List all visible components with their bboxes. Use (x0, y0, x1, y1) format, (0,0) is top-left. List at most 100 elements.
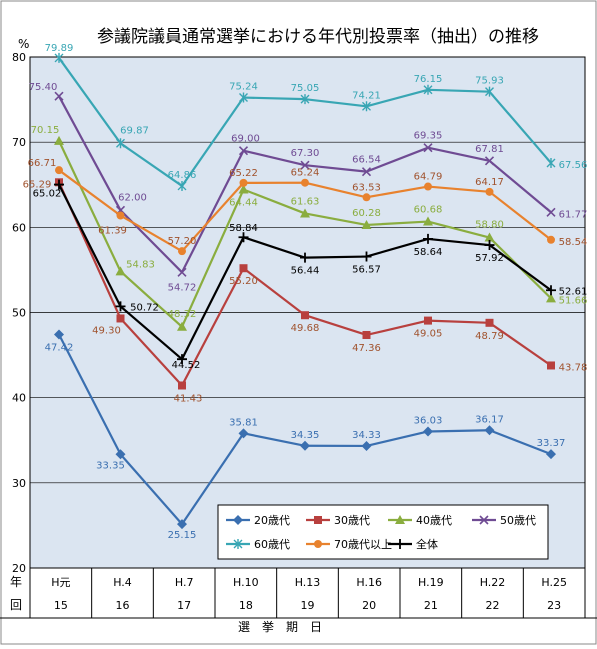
data-label: 49.68 (291, 323, 320, 334)
data-label: 70.15 (31, 125, 60, 136)
data-label: 75.05 (291, 83, 320, 94)
data-label: 65.24 (291, 168, 320, 179)
x-round-label: 20 (362, 599, 376, 612)
data-label: 57.20 (168, 236, 197, 247)
legend: 20歳代 30歳代 40歳代 50歳代 60歳代 70歳代以上 全体 (217, 504, 549, 560)
data-label: 34.33 (352, 430, 381, 441)
data-label: 56.44 (291, 266, 320, 277)
data-label: 34.35 (291, 430, 320, 441)
series-marker (547, 235, 555, 244)
data-label: 67.30 (291, 148, 320, 159)
x-round-label: 18 (239, 599, 253, 612)
y-tick-label: 50 (12, 307, 26, 320)
x-tick-label: H.10 (233, 576, 259, 589)
series-marker (362, 330, 371, 339)
data-label: 35.81 (229, 417, 258, 428)
series-40歳代 (54, 135, 556, 331)
series-marker (362, 193, 371, 202)
x-round-label: 21 (424, 599, 438, 612)
chart-title: 参議院議員通常選挙における年代別投票率（抽出）の推移 (97, 27, 539, 47)
series-marker (54, 179, 64, 190)
x-round-label: 16 (116, 599, 130, 612)
data-label: 36.03 (414, 415, 443, 426)
y-tick-label: 20 (12, 562, 26, 575)
data-label: 57.92 (475, 253, 504, 264)
series-marker (233, 515, 243, 525)
series-marker (177, 321, 187, 331)
series-60歳代 (54, 52, 556, 191)
legend-item: 60歳代 (226, 538, 290, 551)
series-marker (485, 86, 494, 97)
series-marker (484, 240, 495, 251)
data-label: 67.56 (559, 160, 588, 171)
data-label: 61.77 (559, 209, 588, 220)
legend-label: 全体 (416, 537, 438, 551)
data-label: 58.80 (475, 220, 504, 231)
x-tick-label: H.13 (295, 576, 321, 589)
data-label: 47.36 (352, 343, 381, 354)
series-marker (116, 314, 125, 323)
x-tick-label: H.25 (541, 576, 567, 589)
series-marker (546, 157, 556, 168)
series-marker (484, 232, 495, 242)
series-marker (239, 92, 248, 103)
series-marker (361, 440, 372, 451)
series-marker (177, 180, 187, 191)
series-marker (546, 207, 556, 217)
data-label: 64.17 (475, 177, 504, 188)
data-label: 33.37 (537, 438, 566, 449)
x-axis-row1-label: 年 (10, 575, 22, 589)
legend-item: 40歳代 (388, 514, 452, 527)
series-marker (361, 251, 372, 262)
x-axis-row2-label: 回 (10, 598, 22, 612)
series-marker (177, 267, 187, 277)
data-label: 52.61 (559, 286, 588, 297)
x-tick-label: H.16 (356, 576, 382, 589)
x-axis-title: 選 挙 期 日 (238, 620, 322, 634)
series-marker (115, 266, 126, 276)
legend-label: 40歳代 (416, 514, 452, 527)
series-marker (547, 361, 555, 370)
data-label: 69.00 (231, 134, 260, 145)
x-tick-label: H.22 (480, 576, 506, 589)
series-marker (423, 84, 433, 95)
series-marker (238, 232, 249, 243)
series-marker (484, 156, 495, 166)
data-label: 75.93 (475, 76, 504, 87)
series-marker (424, 316, 432, 325)
series-marker (115, 301, 126, 312)
legend-item: 50歳代 (472, 514, 536, 527)
data-label: 65.29 (23, 179, 52, 190)
legend-label: 50歳代 (500, 514, 536, 527)
data-label: 49.30 (92, 325, 121, 336)
data-label: 58.84 (229, 223, 258, 234)
data-label: 47.42 (45, 342, 74, 353)
data-label: 74.21 (352, 90, 381, 101)
y-tick-label: 60 (12, 221, 26, 234)
series-marker (54, 52, 64, 63)
data-label: 75.24 (229, 82, 258, 93)
data-label: 60.68 (414, 205, 443, 216)
series-marker (423, 233, 433, 244)
data-label: 75.40 (29, 82, 58, 93)
data-label: 41.43 (174, 393, 203, 404)
data-label: 50.72 (130, 302, 159, 313)
series-marker (178, 381, 186, 390)
series-marker (479, 515, 489, 525)
y-tick-label: 30 (12, 477, 26, 490)
data-label: 64.79 (414, 172, 443, 183)
legend-item: 20歳代 (226, 514, 290, 527)
data-label: 66.54 (352, 155, 381, 166)
data-label: 60.28 (352, 208, 381, 219)
y-tick-label: 80 (12, 51, 26, 64)
series-marker (116, 138, 125, 149)
y-tick-label: 40 (12, 392, 26, 405)
legend-item: 70歳代以上 (306, 538, 392, 551)
legend-label: 20歳代 (254, 514, 290, 527)
legend-item: 全体 (388, 537, 438, 551)
series-marker (546, 449, 556, 460)
series-marker (395, 515, 405, 524)
data-label: 56.57 (352, 265, 381, 276)
series-marker (546, 285, 556, 296)
